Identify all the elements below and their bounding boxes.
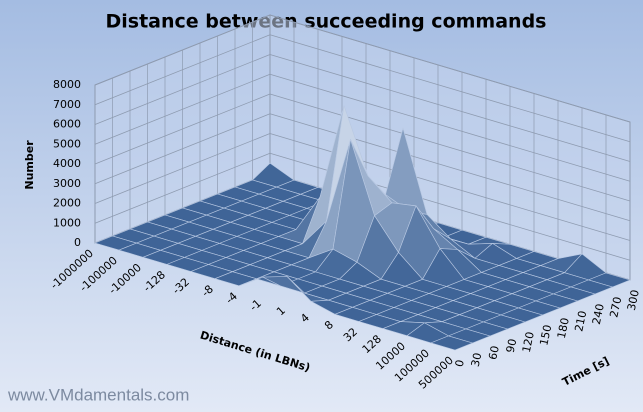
y-tick-label: 7000 <box>53 98 81 111</box>
y-tick-label: 5000 <box>53 137 81 150</box>
z-tick-label: 180 <box>555 317 572 340</box>
y-tick-label: 1000 <box>53 216 81 229</box>
grid-line <box>269 14 631 123</box>
y-tick-label: 2000 <box>53 197 81 210</box>
z-tick-label: 270 <box>607 296 624 319</box>
z-tick-label: 60 <box>486 345 502 361</box>
grid-line <box>94 133 271 204</box>
grid-line <box>269 133 631 241</box>
grid-line <box>94 152 271 224</box>
y-tick-label: 8000 <box>53 78 81 91</box>
z-tick-label: 120 <box>520 331 537 354</box>
y-tick-label: 0 <box>74 236 81 249</box>
grid-line <box>269 54 631 162</box>
grid-line <box>94 93 271 165</box>
chart-title: Distance between succeeding commands <box>106 11 547 33</box>
z-tick-label: 300 <box>625 289 642 312</box>
grid-line <box>94 14 271 86</box>
y-tick-label: 3000 <box>53 177 81 190</box>
z-tick-label: 30 <box>469 352 485 368</box>
z-tick-label: 240 <box>590 303 607 326</box>
grid-line <box>94 34 271 106</box>
y-tick-label: 4000 <box>53 157 81 170</box>
z-tick-label: 210 <box>572 310 589 333</box>
z-tick-label: 150 <box>537 324 554 347</box>
grid-line <box>269 93 631 202</box>
grid-line <box>269 113 631 222</box>
grid-line <box>94 73 271 145</box>
grid-line <box>94 54 271 125</box>
z-tick-label: 0 <box>453 359 467 369</box>
z-tick-label: 90 <box>504 338 520 354</box>
y-axis-title: Number <box>23 140 36 190</box>
surface <box>94 105 631 351</box>
surface-cell <box>430 335 474 351</box>
grid-line <box>94 113 271 185</box>
grid-line <box>269 73 631 182</box>
y-tick-label: 6000 <box>53 118 81 131</box>
grid-line <box>269 34 631 143</box>
watermark: www.VMdamentals.com <box>7 385 189 404</box>
